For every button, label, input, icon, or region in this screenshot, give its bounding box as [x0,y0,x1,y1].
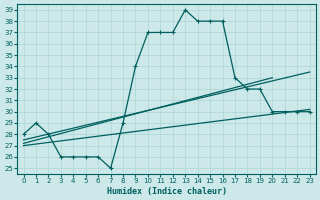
X-axis label: Humidex (Indice chaleur): Humidex (Indice chaleur) [107,187,227,196]
